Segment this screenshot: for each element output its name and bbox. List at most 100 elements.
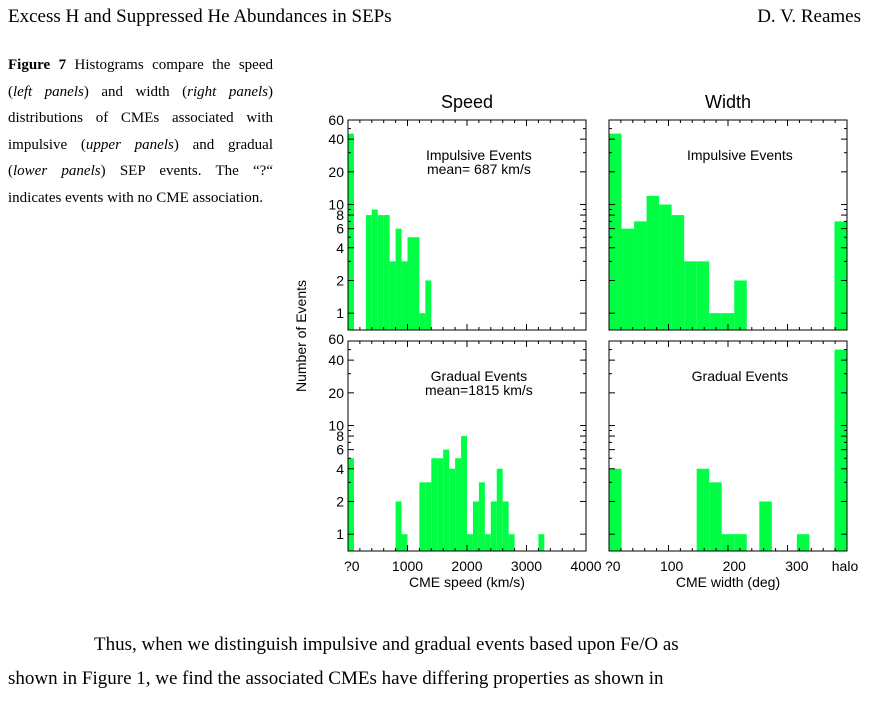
body-paragraph: Thus, when we distinguish impulsive and … bbox=[8, 628, 866, 696]
body-line-1: Thus, when we distinguish impulsive and … bbox=[94, 634, 679, 655]
x-tick-label: 300 bbox=[785, 558, 809, 574]
histogram-bars bbox=[348, 436, 545, 551]
histogram-bar bbox=[538, 534, 545, 551]
histogram-bar bbox=[443, 449, 450, 551]
histogram-bar bbox=[401, 534, 408, 551]
histogram-bar bbox=[413, 237, 420, 330]
event-type-label: Impulsive Events bbox=[426, 147, 532, 163]
histogram-bar bbox=[478, 482, 485, 551]
caption-italic: lower panels bbox=[13, 163, 101, 179]
histogram-bar bbox=[621, 228, 635, 330]
histogram-bar bbox=[407, 237, 414, 330]
x-tick-label: 4000 bbox=[570, 558, 601, 574]
y-tick-label: 2 bbox=[336, 493, 344, 509]
histogram-bar bbox=[371, 209, 378, 330]
x-tick-label: 100 bbox=[660, 558, 684, 574]
histogram-bar bbox=[395, 501, 402, 551]
histogram-bar bbox=[419, 313, 426, 330]
x-axis-label: CME width (deg) bbox=[676, 574, 780, 590]
y-tick-label: 20 bbox=[328, 164, 344, 180]
histogram-bar bbox=[834, 349, 847, 551]
caption-text: ) SEP events. The “?“ indicates events w… bbox=[8, 163, 273, 206]
y-tick-label: 6 bbox=[336, 221, 344, 237]
histogram-bar bbox=[721, 534, 735, 551]
y-tick-label: 40 bbox=[328, 131, 344, 147]
histogram-bar bbox=[484, 534, 491, 551]
histogram-bar bbox=[671, 215, 685, 330]
histogram-bar bbox=[734, 280, 747, 330]
histogram-bars bbox=[348, 133, 432, 330]
histogram-bars bbox=[609, 349, 847, 551]
y-tick-label: 1 bbox=[336, 305, 344, 321]
histogram-bar bbox=[709, 313, 722, 330]
caption-text: ) distributions of CMEs associated with … bbox=[8, 83, 273, 153]
event-type-label: Gradual Events bbox=[692, 368, 789, 384]
histogram-bar bbox=[759, 501, 772, 551]
y-axis-label: Number of Events bbox=[293, 280, 309, 392]
histogram-bar bbox=[609, 468, 622, 551]
y-tick-label: 20 bbox=[328, 385, 344, 401]
event-type-label: Impulsive Events bbox=[687, 147, 793, 163]
caption-text: ) and gradual ( bbox=[8, 136, 273, 180]
y-tick-label: 10 bbox=[328, 197, 344, 213]
histogram-bar bbox=[709, 482, 722, 551]
histogram-bar bbox=[389, 261, 396, 330]
y-tick-label: 1 bbox=[336, 526, 344, 542]
y-tick-label: 10 bbox=[328, 418, 344, 434]
y-tick-label: 60 bbox=[328, 331, 344, 347]
caption-italic: right panels bbox=[187, 83, 268, 100]
x-tick-label: 2000 bbox=[451, 558, 482, 574]
histogram-bar bbox=[348, 458, 354, 551]
histogram-bar bbox=[721, 313, 735, 330]
histogram-bar bbox=[609, 133, 622, 330]
histogram-bar bbox=[431, 458, 438, 551]
histogram-bar bbox=[502, 501, 509, 551]
histogram-bar bbox=[796, 534, 810, 551]
histogram-bar bbox=[659, 204, 672, 330]
x-tick-label: ?0 bbox=[344, 558, 360, 574]
body-line-2: shown in Figure 1, we find the associate… bbox=[8, 668, 664, 689]
histogram-bar bbox=[496, 468, 503, 551]
y-tick-label: 4 bbox=[336, 240, 344, 256]
y-tick-label: 8 bbox=[336, 207, 344, 223]
y-tick-label: 6 bbox=[336, 442, 344, 458]
x-tick-label: ?0 bbox=[605, 558, 621, 574]
histogram-bar bbox=[696, 468, 710, 551]
histogram-bar bbox=[377, 215, 384, 330]
x-tick-label: 3000 bbox=[511, 558, 542, 574]
histogram-bar bbox=[734, 534, 747, 551]
page-header-title: Excess H and Suppressed He Abundances in… bbox=[8, 6, 392, 27]
caption-text: Histograms compare the speed ( bbox=[8, 57, 274, 100]
histogram-bars bbox=[609, 133, 847, 330]
histogram-bar bbox=[449, 468, 456, 551]
panel-title: Width bbox=[705, 92, 751, 112]
histogram-bar bbox=[696, 261, 710, 330]
histogram-bar bbox=[467, 534, 473, 551]
histogram-bar bbox=[472, 501, 479, 551]
x-tick-label: halo bbox=[832, 558, 859, 574]
x-axis-label: CME speed (km/s) bbox=[409, 574, 525, 590]
caption-text: ) and width ( bbox=[83, 83, 188, 100]
histogram-bar bbox=[425, 280, 432, 330]
mean-speed-label: mean= 687 km/s bbox=[427, 161, 531, 177]
figure-label: Figure 7 bbox=[8, 57, 67, 73]
page-header-author: D. V. Reames bbox=[757, 6, 861, 27]
x-tick-label: 200 bbox=[723, 558, 747, 574]
panel-title: Speed bbox=[441, 92, 493, 112]
caption-italic: upper panels bbox=[85, 136, 174, 153]
y-tick-label: 2 bbox=[336, 272, 344, 288]
histogram-bar bbox=[461, 436, 467, 551]
histogram-bar bbox=[437, 458, 444, 551]
histogram-bar bbox=[684, 261, 697, 330]
histogram-bar bbox=[646, 195, 660, 330]
figure-caption: Figure 7 Histograms compare the speed (l… bbox=[8, 52, 273, 211]
y-tick-label: 60 bbox=[328, 112, 344, 128]
event-type-label: Gradual Events bbox=[431, 368, 528, 384]
histogram-bar bbox=[490, 501, 497, 551]
histogram-bar bbox=[834, 221, 847, 330]
caption-italic: left panels bbox=[13, 83, 84, 100]
histogram-bar bbox=[634, 221, 647, 330]
histogram-bar bbox=[401, 261, 408, 330]
histogram-bar bbox=[455, 458, 462, 551]
